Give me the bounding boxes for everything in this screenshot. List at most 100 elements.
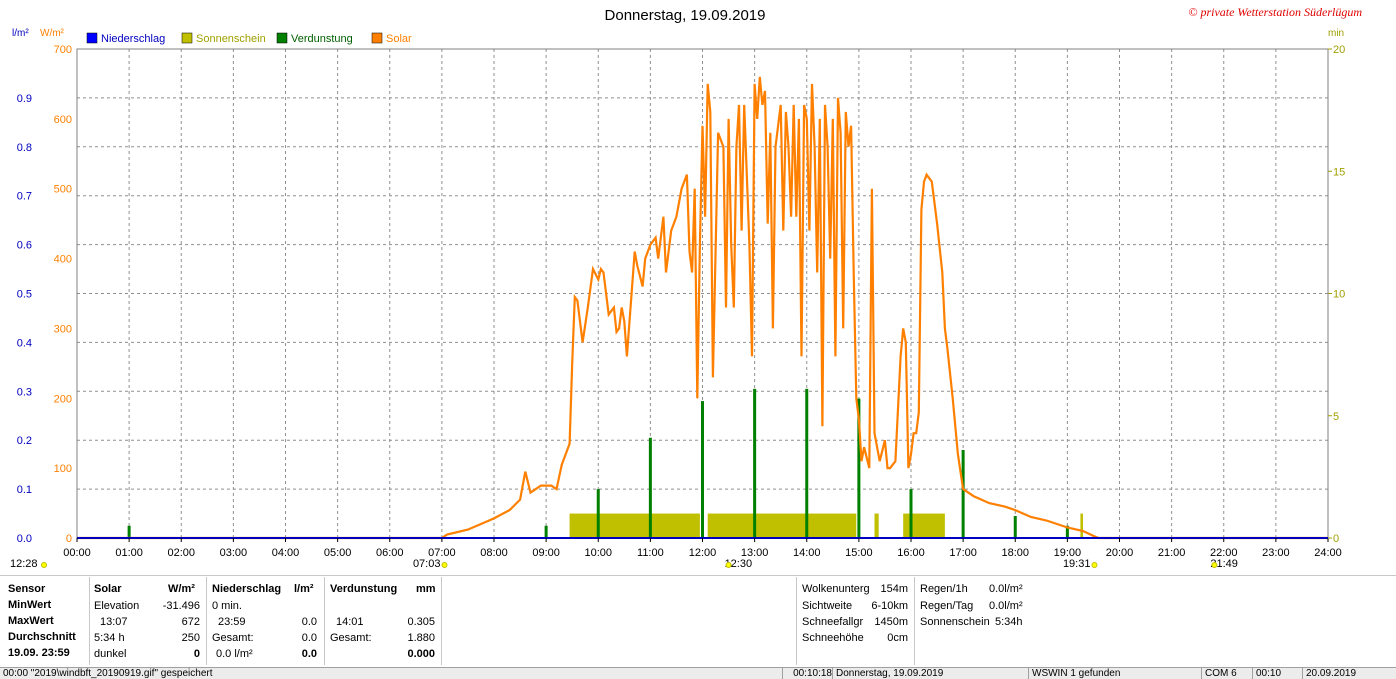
status-date2: 20.09.2019 [1302,668,1396,679]
stats-solar-label: 5:34 h [94,632,125,644]
verdunstung-bar [648,437,652,538]
stats-precip-label: 0.0 l/m² [216,648,253,660]
legend-sonnenschein: Sonnenschein [196,33,266,45]
stats-label-avg: Durchschnitt [8,631,76,643]
x-tick-label: 04:00 [272,547,300,559]
x-tick-label: 20:00 [1106,547,1134,559]
sun-marker-dot [41,562,47,568]
y-solar-tick-label: 200 [54,393,72,405]
y-precip-tick-label: 0.0 [17,533,32,545]
weather-value: 1450m [874,616,908,628]
y-precip-tick-label: 0.5 [17,289,32,301]
stats-precip-label: 23:59 [218,616,246,628]
y-solar-tick-label: 300 [54,323,72,335]
y-precip-tick-label: 0.1 [17,484,32,496]
sonnenschein-bar [874,513,879,538]
verdunstung-bar [857,398,861,538]
legend-niederschlag: Niederschlag [101,33,165,45]
divider [914,577,915,665]
stats-panel [0,575,1396,668]
x-tick-label: 00:00 [63,547,91,559]
x-tick-label: 06:00 [376,547,404,559]
weather-value: 154m [880,583,908,595]
verdunstung-bar [909,489,913,538]
stats-precip-unit: l/m² [294,583,314,595]
y-precip-tick-label: 0.4 [17,337,32,349]
x-axis-ticks: 00:00 01:00 02:00 03:00 04:00 05:00 06:00 07:00… [63,538,1342,559]
stats-precip-value: 0.0 [301,648,317,660]
legend-swatch-niederschlag [86,32,98,44]
weather-label: Schneefallgr [802,616,864,628]
sonnenschein-bar [903,513,945,538]
legend-swatch-solar [371,32,383,44]
x-tick-label: 19:00 [1054,547,1082,559]
legend-verdunstung: Verdunstung [291,33,353,45]
stats-solar-label: dunkel [94,648,127,660]
verdunstung-bar [753,388,757,538]
x-tick-label: 01:00 [115,547,143,559]
y-right-tick-label: 15 [1333,166,1345,178]
divider [796,577,797,665]
x-tick-label: 09:00 [532,547,560,559]
x-tick-label: 02:00 [167,547,195,559]
stats-label-max: MaxWert [8,615,54,627]
weather-label: Schneehöhe [802,632,864,644]
stats-solar-unit: W/m² [168,583,195,595]
verdunstung-bar [544,525,548,538]
stats-evap-unit: mm [416,583,436,595]
y-right-tick-label: 5 [1333,411,1339,423]
x-tick-label: 17:00 [949,547,977,559]
x-tick-label: 16:00 [897,547,925,559]
sun-marker-dot [1211,562,1218,568]
status-bar: 00:00 "2019\windbft_20190919.gif" gespei… [0,667,1396,679]
rain-value: 0.0l/m² [989,583,1023,595]
stats-precip-label: Gesamt: [212,632,254,644]
stats-label-min: MinWert [8,599,52,611]
y-axis-precip-ticks: 0.0 0.1 0.2 0.3 0.4 0.5 0.6 0.7 0.8 0.9 [17,93,32,545]
sonnenschein-series [569,513,1084,538]
y-precip-tick-label: 0.6 [17,240,32,252]
x-tick-label: 23:00 [1262,547,1290,559]
x-tick-label: 08:00 [480,547,508,559]
verdunstung-bar [701,401,704,538]
right-unit-min: min [1328,28,1344,39]
verdunstung-bar [1013,515,1017,538]
legend-swatch-sonnenschein [181,32,193,44]
divider [324,577,325,665]
rain-label: Sonnenschein [920,616,990,628]
y-precip-tick-label: 0.2 [17,435,32,447]
sun-marker-dot [1091,562,1098,568]
stats-label-sensor: Sensor [8,583,46,595]
sonnenschein-bar [1080,513,1084,538]
x-tick-label: 10:00 [584,547,612,559]
weather-label: Wolkenunterg [802,583,870,595]
stats-solar-value: 250 [181,632,200,644]
sun-marker-label: 12:30 [725,558,753,570]
y-solar-tick-label: 500 [54,184,72,196]
x-tick-label: 12:00 [689,547,717,559]
y-precip-tick-label: 0.8 [17,142,32,154]
weather-value: 6-10km [871,600,908,612]
y-axis-minutes-ticks: 0 5 10 15 20 [1328,44,1345,545]
x-tick-label: 24:00 [1314,547,1342,559]
y-solar-tick-label: 700 [54,44,72,56]
rain-label: Regen/Tag [920,600,974,612]
copyright-text: © private Wetterstation Süderlügum [1188,5,1362,19]
stats-precip-label: 0 min. [212,600,242,612]
x-tick-label: 22:00 [1210,547,1238,559]
rain-value: 5:34h [995,616,1023,628]
y-solar-tick-label: 100 [54,463,72,475]
sun-marker-dot [441,562,448,568]
status-device: WSWIN 1 gefunden [1028,668,1200,679]
sonnenschein-bar [707,513,857,538]
y-axis-solar-ticks: 0 100 200 300 400 500 600 700 [54,44,72,545]
y-precip-tick-label: 0.3 [17,386,32,398]
verdunstung-bar [961,449,965,538]
sonnenschein-bar [569,513,700,538]
sun-marker-label: 19:31 [1063,558,1091,570]
stats-precip-header: Niederschlag [212,583,282,595]
verdunstung-bar [1065,525,1069,538]
status-file: 00:00 "2019\windbft_20190919.gif" gespei… [3,668,213,679]
stats-evap-header: Verdunstung [330,583,398,595]
x-tick-label: 18:00 [1001,547,1029,559]
